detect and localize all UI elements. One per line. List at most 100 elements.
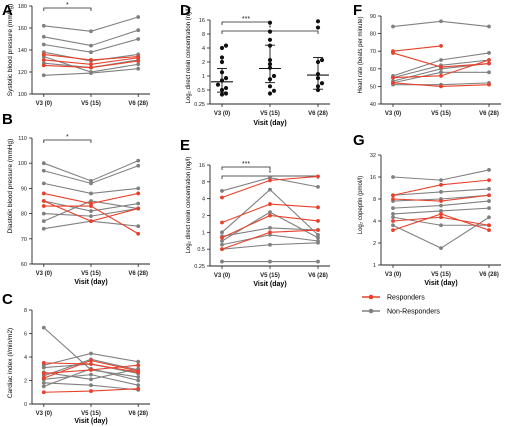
y-tick-label-e: 4 xyxy=(202,197,205,203)
data-point-f xyxy=(439,19,443,24)
data-point-d xyxy=(267,37,273,42)
data-point-f xyxy=(391,24,395,29)
data-point-f xyxy=(439,44,443,48)
data-point-e xyxy=(220,189,224,193)
xlabel-e: Visit (day) xyxy=(253,281,286,288)
y-tick-label-b: 60 xyxy=(21,262,27,268)
x-tick-label-a: V3 (0) xyxy=(36,101,52,107)
xlabel-c: Visit (day) xyxy=(74,418,107,425)
y-tick-label-e: 16 xyxy=(199,163,205,169)
data-point-g xyxy=(487,186,491,191)
data-point-d xyxy=(219,55,225,60)
data-point-a xyxy=(89,65,93,70)
y-tick-label-g: 32 xyxy=(370,153,376,159)
data-point-d xyxy=(319,57,325,63)
data-point-f xyxy=(391,80,395,85)
data-point-g xyxy=(391,193,395,198)
significance-label-a: * xyxy=(66,2,69,9)
data-point-e xyxy=(316,184,320,189)
data-point-b xyxy=(89,204,93,208)
data-point-c xyxy=(89,377,93,382)
data-point-c xyxy=(41,365,46,370)
data-point-c xyxy=(41,325,46,330)
significance-bracket-a xyxy=(43,7,92,11)
data-point-g xyxy=(487,193,491,198)
x-tick-label-f: V3 (0) xyxy=(385,111,401,117)
xlabel-b: Visit (day) xyxy=(74,279,107,286)
data-point-g xyxy=(391,215,395,220)
data-point-c xyxy=(89,389,93,393)
x-tick-label-g: V3 (0) xyxy=(385,272,401,278)
data-point-b xyxy=(41,168,46,173)
x-tick-label-e: V3 (0) xyxy=(214,273,230,279)
data-point-g xyxy=(487,206,491,211)
data-point-e xyxy=(268,213,272,218)
data-point-e xyxy=(268,175,272,180)
data-point-c xyxy=(136,369,141,373)
data-point-e xyxy=(316,228,320,232)
y-tick-label-a: 120 xyxy=(18,70,27,76)
data-point-g xyxy=(391,197,395,201)
data-point-d xyxy=(267,84,273,89)
data-point-c xyxy=(89,383,93,388)
y-tick-label-a: 140 xyxy=(18,48,27,54)
plot-area-a: 100 120 140 160 180 V3 (0) V5 (15) V6 (28) * xyxy=(18,2,150,107)
data-point-d xyxy=(223,43,229,48)
data-point-a xyxy=(89,29,93,34)
data-point-g xyxy=(439,212,443,216)
y-tick-label-f: 40 xyxy=(370,102,376,108)
y-tick-label-d: 1 xyxy=(202,74,205,80)
data-point-b xyxy=(136,201,141,206)
data-point-c xyxy=(41,380,46,385)
y-tick-label-g: 4 xyxy=(373,219,376,225)
data-point-e xyxy=(316,240,320,245)
y-tick-label-d: 4 xyxy=(202,46,205,52)
series-line-a xyxy=(43,16,139,32)
data-point-f xyxy=(439,65,443,69)
data-point-d xyxy=(219,59,225,65)
data-point-c xyxy=(136,386,141,391)
data-point-b xyxy=(41,211,46,216)
data-point-f xyxy=(487,70,491,75)
y-tick-label-f: 80 xyxy=(370,32,376,38)
data-point-c xyxy=(41,360,46,365)
y-tick-label-f: 90 xyxy=(370,14,376,20)
data-point-d xyxy=(219,92,225,97)
y-tick-label-d: 16 xyxy=(199,18,205,24)
x-tick-label-f: V6 (28) xyxy=(479,111,499,117)
ylabel-c: Cardiac index (l/min/m2) xyxy=(7,328,14,398)
data-point-e xyxy=(268,210,272,215)
data-point-d xyxy=(271,88,277,93)
y-tick-label-c: 8 xyxy=(24,308,27,314)
significance-label-e: * xyxy=(269,170,272,177)
data-point-b xyxy=(41,219,46,224)
data-point-a xyxy=(136,62,141,67)
data-point-f xyxy=(439,58,443,62)
data-point-c xyxy=(41,371,46,376)
data-point-c xyxy=(89,351,93,356)
significance-bracket-e xyxy=(221,166,271,170)
data-point-g xyxy=(439,223,443,228)
data-point-b xyxy=(136,158,141,163)
data-point-d xyxy=(219,45,225,51)
data-point-e xyxy=(220,239,224,243)
data-point-c xyxy=(136,375,141,379)
panel-c: C Cardiac index (l/min/m2) Visit (day) 0… xyxy=(2,291,150,425)
y-tick-label-c: 6 xyxy=(24,332,27,338)
y-tick-label-a: 100 xyxy=(18,92,27,98)
legend: Responders Non-Responders xyxy=(362,295,440,316)
data-point-e xyxy=(268,226,272,230)
data-point-c xyxy=(136,359,141,364)
y-tick-label-b: 80 xyxy=(21,212,27,218)
data-point-d xyxy=(271,73,277,79)
y-tick-label-b: 100 xyxy=(18,161,27,167)
data-point-e xyxy=(316,205,320,210)
data-point-c xyxy=(136,363,141,368)
data-point-d xyxy=(215,82,221,87)
data-point-a xyxy=(41,58,46,62)
data-point-b xyxy=(89,181,93,186)
data-point-a xyxy=(41,23,46,28)
data-point-e xyxy=(268,187,272,192)
